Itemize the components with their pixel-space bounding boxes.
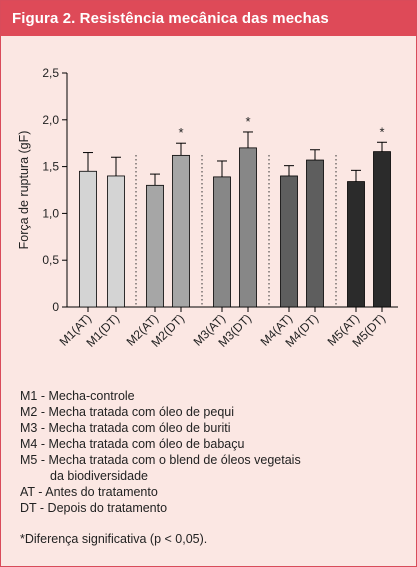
- bar-m4dt: [306, 159, 324, 308]
- y-tick-label: 1,0: [42, 206, 59, 220]
- significance-marker: *: [379, 124, 384, 139]
- y-tick-label: 2,0: [42, 113, 59, 127]
- bar-m1at: [79, 170, 97, 308]
- figure-header: Figura 2. Resistência mecânica das mecha…: [1, 1, 416, 36]
- legend-item-m5-continued: da biodiversidade: [50, 469, 148, 483]
- y-tick-label: 2,5: [42, 66, 59, 80]
- y-axis-label: Força de ruptura (gF): [17, 131, 31, 250]
- legend-item-m1: M1 - Mecha-controle: [20, 389, 135, 403]
- bar-m3at: [213, 176, 231, 308]
- legend-item-dt: DT - Depois do tratamento: [20, 501, 168, 515]
- bar-m3dt: [239, 147, 257, 308]
- bar-m2dt: [172, 154, 190, 308]
- legend-item-m4: M4 - Mecha tratada com óleo de babaçu: [20, 437, 245, 451]
- bar-m5at: [347, 181, 365, 308]
- significance-note: *Diferença significativa (p < 0,05).: [20, 532, 208, 546]
- bar-m4at: [280, 175, 298, 308]
- figure-title: Figura 2. Resistência mecânica das mecha…: [12, 10, 329, 27]
- y-tick-label: 1,5: [42, 160, 59, 174]
- legend-item-m2: M2 - Mecha tratada com óleo de pequi: [20, 405, 235, 419]
- bar-m1dt: [107, 175, 125, 308]
- legend-item-m5: M5 - Mecha tratada com o blend de óleos …: [20, 453, 301, 467]
- significance-marker: *: [245, 114, 250, 129]
- y-tick-label: 0,5: [42, 253, 59, 267]
- significance-marker: *: [178, 125, 183, 140]
- y-tick-label: 0: [52, 300, 59, 314]
- legend-item-m3: M3 - Mecha tratada com óleo de buriti: [20, 421, 231, 435]
- bar-m5dt: [373, 151, 391, 308]
- legend: M1 - Mecha-controle M2 - Mecha tratada c…: [20, 388, 301, 516]
- legend-item-at: AT - Antes do tratamento: [20, 485, 158, 499]
- bar-m2at: [146, 184, 164, 308]
